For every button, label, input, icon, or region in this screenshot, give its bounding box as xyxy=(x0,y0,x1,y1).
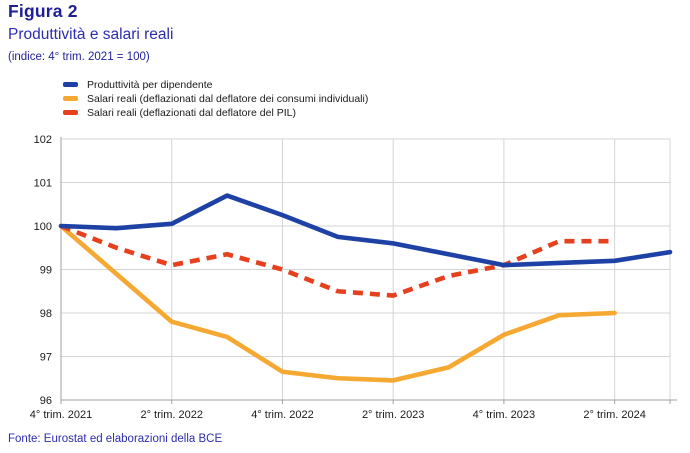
legend-marker-blue-line-icon xyxy=(63,82,78,87)
line-chart: 96 97 98 99 100 101 102 4° trim. 2021 2° trim. 2… xyxy=(30,134,677,421)
figure-title: Produttività e salari reali xyxy=(8,26,174,43)
legend-label-real-wages-consumption: Salari reali (deflazionati dal deflatore… xyxy=(87,92,369,105)
svg-text:2° trim. 2024: 2° trim. 2024 xyxy=(583,409,645,421)
legend-item-real-wages-consumption: Salari reali (deflazionati dal deflatore… xyxy=(63,92,369,105)
svg-text:102: 102 xyxy=(34,134,52,146)
figure-label: Figura 2 xyxy=(8,1,78,21)
chart-legend: Produttività per dipendente Salari reali… xyxy=(63,79,368,121)
svg-text:96: 96 xyxy=(40,395,52,407)
legend-label-real-wages-gdp: Salari reali (deflazionati dal deflatore… xyxy=(87,106,296,119)
legend-marker-red-dashed-line-icon xyxy=(63,110,78,115)
svg-text:4° trim. 2023: 4° trim. 2023 xyxy=(473,409,535,421)
svg-text:98: 98 xyxy=(40,308,52,320)
legend-item-real-wages-gdp: Salari reali (deflazionati dal deflatore… xyxy=(63,106,368,119)
legend-marker-orange-line-icon xyxy=(63,96,78,101)
svg-text:101: 101 xyxy=(34,178,52,190)
source-note: Fonte: Eurostat ed elaborazioni della BC… xyxy=(8,433,223,445)
svg-text:97: 97 xyxy=(40,352,52,364)
svg-text:2° trim. 2023: 2° trim. 2023 xyxy=(362,409,424,421)
figure-note: (indice: 4° trim. 2021 = 100) xyxy=(8,51,150,63)
svg-text:4° trim. 2022: 4° trim. 2022 xyxy=(251,409,313,421)
legend-item-productivity: Produttività per dipendente xyxy=(63,78,368,91)
svg-text:100: 100 xyxy=(34,221,52,233)
legend-label-productivity: Produttività per dipendente xyxy=(87,78,213,91)
svg-text:4° trim. 2021: 4° trim. 2021 xyxy=(30,409,92,421)
svg-text:99: 99 xyxy=(40,265,52,277)
svg-text:2° trim. 2022: 2° trim. 2022 xyxy=(140,409,202,421)
